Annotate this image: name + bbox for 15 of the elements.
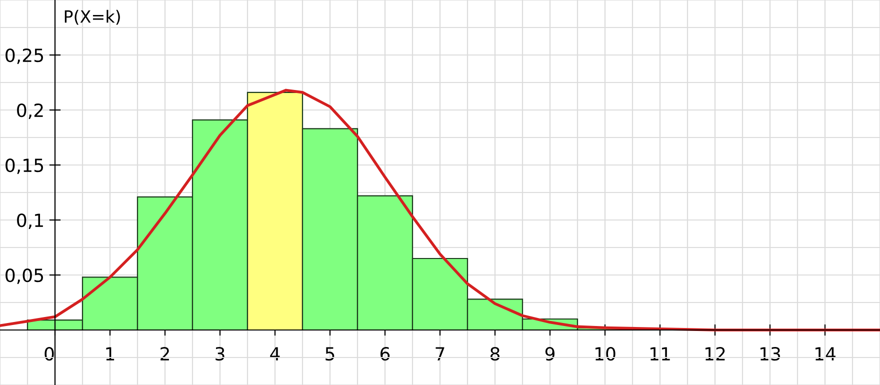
y-tick-label: 0,2	[17, 103, 43, 119]
y-tick-label: 0,1	[17, 213, 43, 229]
x-tick-label: 3	[216, 346, 224, 361]
y-tick-label: 0,05	[6, 268, 44, 284]
x-tick-label: 7	[436, 347, 444, 360]
x-tick-label: 9	[545, 346, 554, 361]
line-series	[0, 88, 880, 332]
x-tick-label: 11	[650, 347, 670, 360]
y-tick-label: 0,25	[6, 48, 44, 64]
y-axis-title: P(X=k)	[64, 10, 120, 25]
x-tick-label: 13	[760, 346, 780, 361]
x-tick-label: 5	[326, 347, 334, 361]
x-tick-label: 12	[705, 346, 725, 360]
x-tick-label: 1	[106, 347, 114, 360]
y-tick-label: 0,15	[6, 158, 44, 174]
